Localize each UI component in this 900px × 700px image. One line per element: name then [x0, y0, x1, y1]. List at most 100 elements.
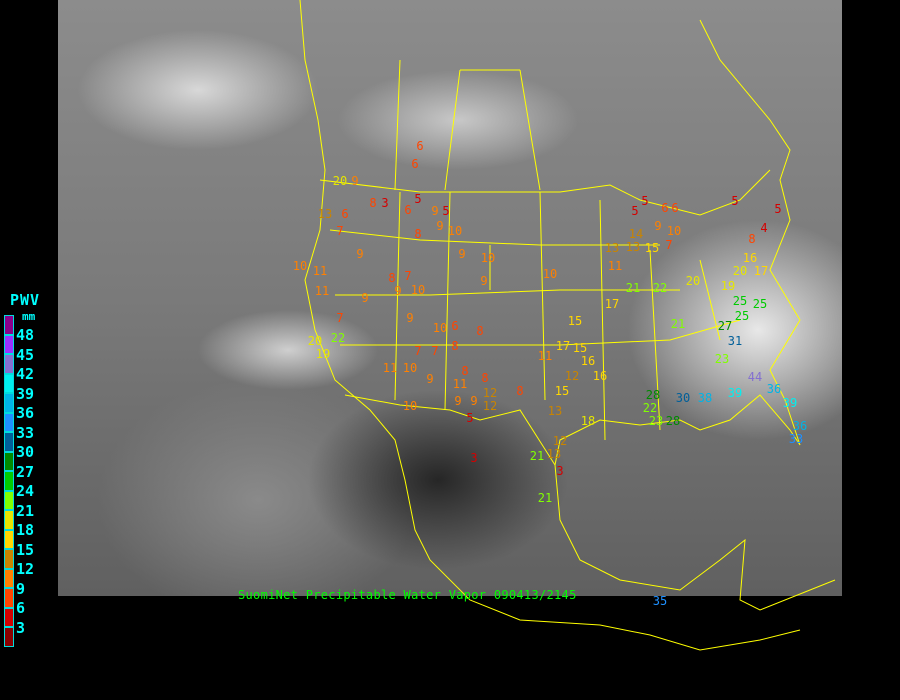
station-pwv-value: 10 [411, 283, 425, 297]
station-pwv-value: 39 [783, 396, 797, 410]
station-pwv-value: 11 [313, 264, 327, 278]
station-pwv-value: 36 [793, 419, 807, 433]
station-pwv-value: 11 [453, 377, 467, 391]
station-pwv-value: 16 [593, 369, 607, 383]
station-pwv-value: 13 [547, 447, 561, 461]
station-pwv-value: 25 [735, 309, 749, 323]
station-pwv-value: 28 [646, 388, 660, 402]
station-pwv-value: 10 [293, 259, 307, 273]
station-pwv-value: 12 [565, 369, 579, 383]
mexico-coast [554, 464, 836, 611]
station-pwv-value: 10 [481, 251, 495, 265]
station-pwv-value: 8 [748, 232, 755, 246]
legend-tick: 39 [16, 384, 35, 403]
map-caption: SuomiNet Precipitable Water Vapor 090413… [238, 588, 577, 602]
station-pwv-value: 11 [608, 259, 622, 273]
station-pwv-value: 8 [451, 339, 458, 353]
station-pwv-value: 9 [361, 291, 368, 305]
station-pwv-value: 15 [573, 341, 587, 355]
political-borders [299, 0, 836, 651]
station-pwv-value: 17 [556, 339, 570, 353]
station-pwv-value: 10 [433, 321, 447, 335]
station-pwv-value: 9 [356, 247, 363, 261]
station-pwv-value: 21 [530, 449, 544, 463]
legend-tick: 45 [16, 345, 35, 364]
legend-swatch [4, 490, 14, 510]
station-pwv-value: 21 [671, 317, 685, 331]
station-pwv-value: 3 [381, 196, 388, 210]
station-pwv-value: 15 [645, 241, 659, 255]
legend-swatch [4, 607, 14, 627]
station-pwv-value: 44 [748, 370, 762, 384]
station-pwv-value: 10 [448, 224, 462, 238]
canada-provinces [394, 59, 541, 191]
station-pwv-value: 9 [654, 219, 661, 233]
legend-tick: 18 [16, 521, 35, 539]
legend-tick: 36 [16, 404, 35, 422]
station-pwv-value: 22 [653, 281, 667, 295]
station-pwv-value: 16 [581, 354, 595, 368]
station-pwv-value: 8 [476, 324, 483, 338]
legend-tick: 33 [16, 423, 35, 442]
station-pwv-value: 9 [480, 274, 487, 288]
legend-tick: 6 [16, 599, 26, 617]
station-pwv-value: 13 [548, 404, 562, 418]
station-pwv-value: 12 [483, 386, 497, 400]
station-pwv-value: 10 [667, 224, 681, 238]
legend-tick: 15 [16, 540, 35, 559]
station-pwv-value: 25 [733, 294, 747, 308]
legend-swatch [4, 568, 14, 588]
station-pwv-value: 7 [336, 224, 343, 238]
station-pwv-value: 16 [743, 251, 757, 265]
legend-tick: 42 [16, 365, 35, 383]
station-pwv-value: 6 [671, 201, 678, 215]
station-pwv-value: 9 [458, 247, 465, 261]
station-pwv-value: 3 [556, 464, 563, 478]
station-pwv-value: 20 [333, 174, 347, 188]
station-pwv-value: 35 [653, 594, 667, 608]
station-pwv-value: 12 [483, 399, 497, 413]
station-pwv-value: 7 [336, 311, 343, 325]
station-pwv-value: 5 [631, 204, 638, 218]
station-pwv-value: 7 [665, 238, 672, 252]
station-pwv-value: 8 [481, 371, 488, 385]
station-pwv-value: 7 [431, 344, 438, 358]
station-pwv-value: 4 [760, 221, 767, 235]
station-pwv-value: 5 [641, 194, 648, 208]
station-pwv-value: 19 [721, 279, 735, 293]
station-pwv-value: 12 [553, 434, 567, 448]
station-pwv-value: 13 [318, 207, 332, 221]
legend-unit: mm [22, 310, 36, 323]
station-pwv-value: 13 [626, 240, 640, 254]
legend-tick: 30 [16, 443, 35, 461]
station-pwv-value: 6 [341, 207, 348, 221]
station-pwv-value: 36 [767, 382, 781, 396]
legend-swatch [4, 354, 14, 374]
station-pwv-value: 23 [715, 352, 729, 366]
station-pwv-value: 27 [718, 319, 732, 333]
station-pwv-value: 6 [416, 139, 423, 153]
station-pwv-value: 8 [414, 227, 421, 241]
station-pwv-value: 10 [403, 361, 417, 375]
station-pwv-value: 9 [431, 204, 438, 218]
station-pwv-value: 3 [470, 451, 477, 465]
station-pwv-value: 6 [411, 157, 418, 171]
station-pwv-value: 5 [731, 194, 738, 208]
station-pwv-value: 7 [414, 344, 421, 358]
station-pwv-value: 8 [369, 196, 376, 210]
station-pwv-value: 15 [555, 384, 569, 398]
legend-title: PWV [10, 291, 41, 309]
legend-swatch [4, 334, 14, 354]
station-pwv-value: 9 [454, 394, 461, 408]
state-lines [329, 191, 741, 441]
station-pwv-value: 11 [383, 361, 397, 375]
station-pwv-value: 6 [451, 319, 458, 333]
station-pwv-value: 30 [676, 391, 690, 405]
legend-tick: 3 [16, 618, 26, 637]
station-pwv-value: 9 [470, 394, 477, 408]
station-pwv-value: 9 [436, 219, 443, 233]
station-pwv-value: 20 [686, 274, 700, 288]
station-pwv-value: 14 [629, 227, 643, 241]
